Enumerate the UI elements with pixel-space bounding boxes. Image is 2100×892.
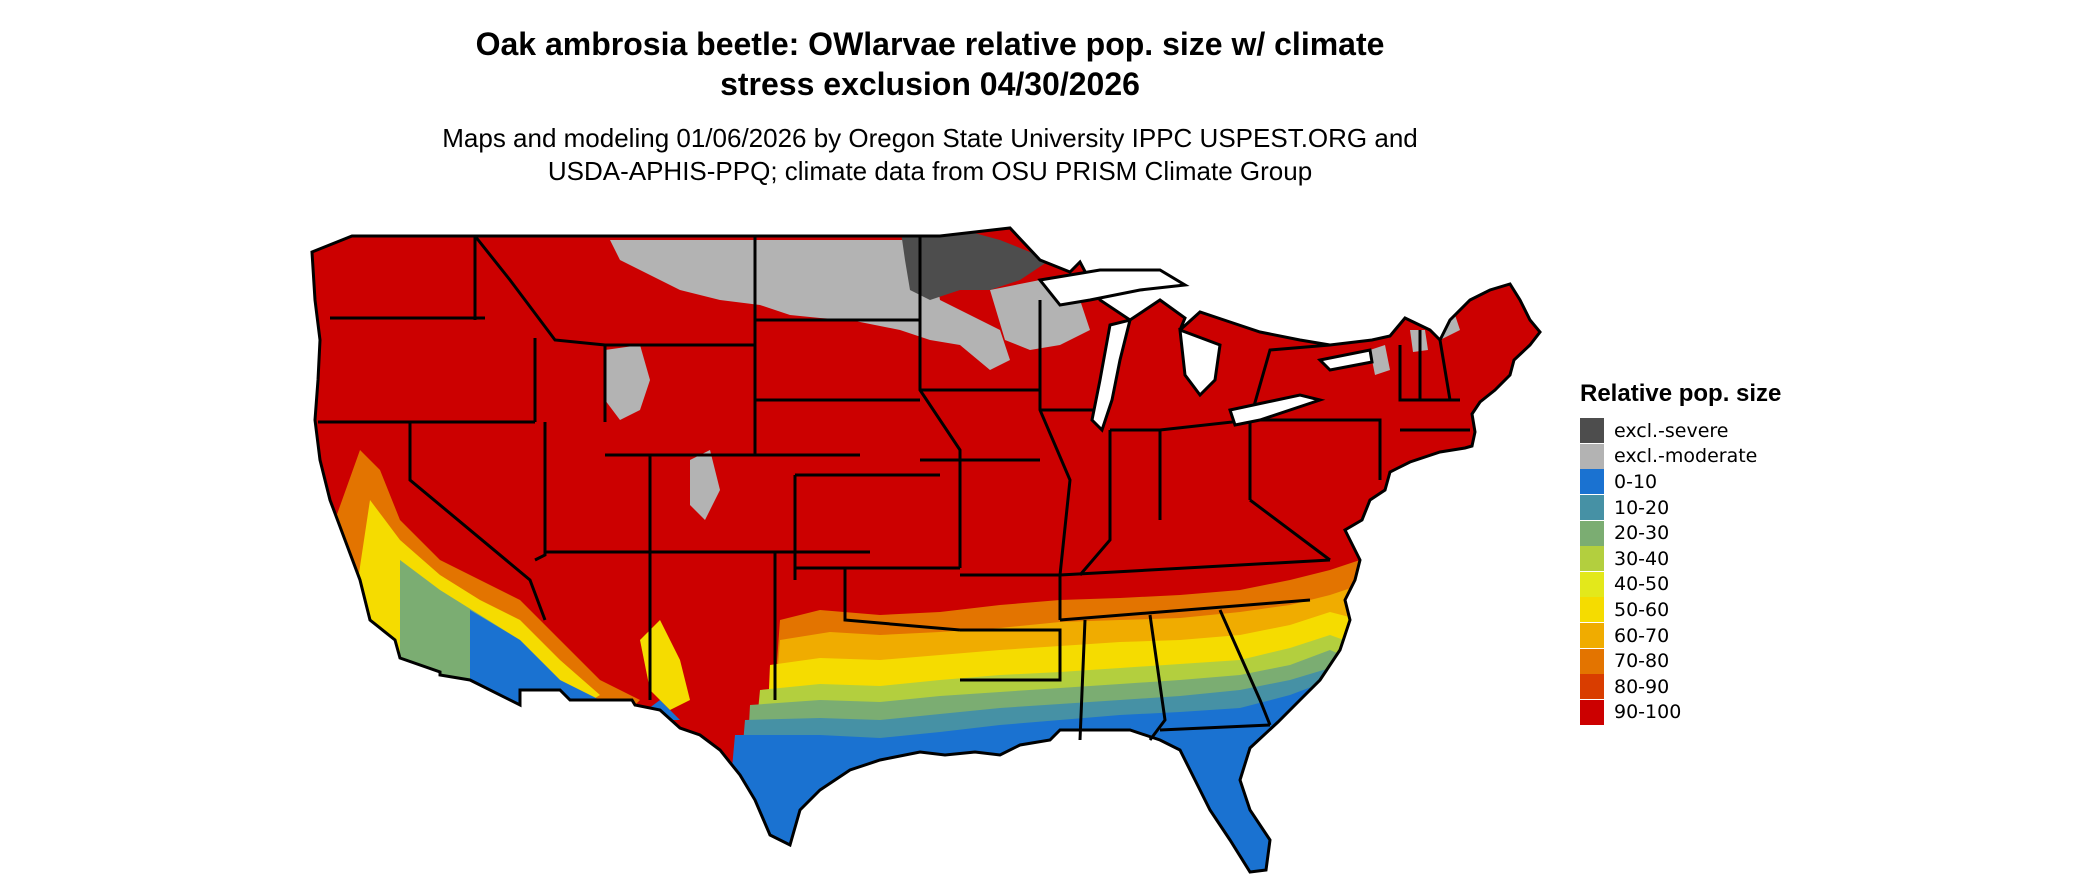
map-fill-layers [312, 228, 1540, 872]
legend-swatch [1580, 469, 1604, 495]
lake-michigan [1090, 317, 1133, 433]
legend-swatch [1580, 674, 1604, 700]
zone-excl-moderate-colorado [690, 450, 720, 520]
legend-swatch [1580, 443, 1604, 469]
legend-item: 10-20 [1580, 495, 1781, 521]
lake-ontario [1316, 348, 1374, 372]
legend-item: 30-40 [1580, 546, 1781, 572]
border-wv-va [1249, 498, 1331, 562]
border-id-mt [473, 235, 607, 422]
great-lakes [1037, 268, 1374, 433]
border-pa [1250, 418, 1382, 480]
legend-item: 0-10 [1580, 469, 1781, 495]
legend-item: 90-100 [1580, 699, 1781, 726]
border-al-ga [1148, 614, 1167, 741]
legend-item: 60-70 [1580, 623, 1781, 649]
legend-label: excl.-severe [1614, 419, 1729, 442]
legend-item: 70-80 [1580, 648, 1781, 674]
map-title: Oak ambrosia beetle: OWlarvae relative p… [380, 24, 1480, 104]
legend-swatch [1580, 520, 1604, 546]
legend-label: 0-10 [1614, 470, 1658, 493]
border-ca-nv [408, 422, 547, 621]
lake-erie [1228, 393, 1326, 427]
legend-item: 20-30 [1580, 520, 1781, 546]
lake-huron [1178, 327, 1222, 398]
border-mn-ia-mo [918, 236, 962, 568]
legend-title: Relative pop. size [1580, 380, 1782, 407]
lake-superior [1037, 268, 1190, 307]
zone-50-60-arizona [640, 620, 690, 710]
border-nv-ut [534, 422, 547, 562]
border-il-in [1078, 430, 1112, 576]
legend-swatch [1580, 418, 1604, 444]
legend-label: 10-20 [1614, 496, 1670, 519]
legend-label: 30-40 [1614, 547, 1670, 570]
legend-label: 80-90 [1614, 675, 1670, 698]
map-title-line-1: Oak ambrosia beetle: OWlarvae relative p… [475, 26, 1385, 62]
legend-swatch [1580, 571, 1604, 597]
legend-swatch [1580, 648, 1604, 674]
legend-item: excl.-severe [1580, 418, 1781, 444]
map-title-line-2: stress exclusion 04/30/2026 [720, 66, 1140, 102]
border-ga-sc [1218, 609, 1272, 726]
zone-excl-moderate-wyoming [605, 345, 650, 420]
border-wi-il [1038, 300, 1072, 576]
border-ar-la [960, 628, 1062, 682]
map-subtitle-line-1: Maps and modeling 01/06/2026 by Oregon S… [442, 123, 1418, 153]
zone-excl-moderate-adirondacks [1370, 345, 1390, 375]
border-ny-pa [1248, 343, 1331, 421]
legend-label: 50-60 [1614, 598, 1670, 621]
legend-swatch [1580, 699, 1604, 725]
border-ms-al [1078, 619, 1087, 741]
border-ny-new-england [1398, 345, 1460, 402]
legend-swatch [1580, 597, 1604, 623]
legend-item: excl.-moderate [1580, 443, 1781, 470]
legend-label: excl.-moderate [1614, 445, 1758, 468]
legend-swatch [1580, 495, 1604, 521]
border-ok-tx [843, 568, 961, 632]
legend-item: 40-50 [1580, 571, 1781, 598]
state-borders [310, 226, 1542, 874]
legend-label: 90-100 [1614, 701, 1682, 724]
legend-item: 80-90 [1580, 674, 1781, 700]
legend-label: 20-30 [1614, 522, 1670, 545]
legend-label: 40-50 [1614, 573, 1670, 596]
legend: Relative pop. size excl.-severe excl.-mo… [1580, 380, 1781, 725]
border-tn-ky [1059, 558, 1331, 577]
legend-item: 50-60 [1580, 597, 1781, 623]
border-nh-me [1438, 339, 1452, 401]
legend-swatch [1580, 546, 1604, 572]
legend-label: 60-70 [1614, 624, 1670, 647]
legend-swatch [1580, 623, 1604, 649]
zone-excl-severe [900, 228, 1050, 300]
map-subtitle: Maps and modeling 01/06/2026 by Oregon S… [380, 122, 1480, 188]
legend-label: 70-80 [1614, 650, 1670, 673]
border-tn-south [1059, 598, 1311, 622]
border-fl [1159, 723, 1271, 732]
map-subtitle-line-2: USDA-APHIS-PPQ; climate data from OSU PR… [547, 156, 1313, 186]
